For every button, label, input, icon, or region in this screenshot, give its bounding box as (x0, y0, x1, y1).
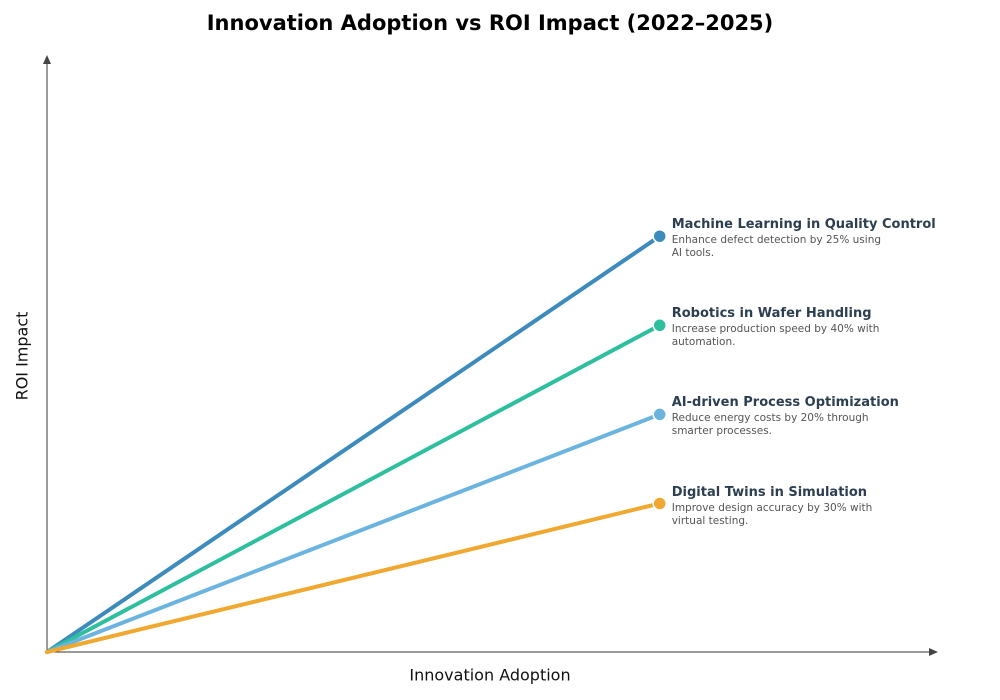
annotation: Digital Twins in Simulation Improve desig… (672, 485, 972, 528)
series-description: Improve design accuracy by 30% with virt… (671, 501, 873, 527)
end-point (652, 407, 667, 422)
end-point (652, 228, 667, 244)
series-name: AI-driven Process Optimization (671, 395, 899, 411)
x-axis-arrow (929, 648, 938, 656)
series-line (45, 412, 662, 654)
annotation: Machine Learning in Quality Control Enhan… (672, 217, 972, 260)
series-name: Robotics in Wafer Handling (671, 306, 872, 322)
y-axis-label: ROI Impact (13, 312, 32, 401)
end-point (652, 496, 667, 511)
series-name: Digital Twins in Simulation (671, 484, 868, 500)
series-description: Reduce energy costs by 20% through smart… (671, 412, 869, 438)
series-description: Increase production speed by 40% with au… (671, 323, 880, 349)
series-description: Enhance defect detection by 25% using AI… (671, 234, 882, 260)
end-point (652, 318, 667, 333)
chart-title: Innovation Adoption vs ROI Impact (2022–… (207, 11, 774, 35)
series-line (45, 501, 662, 654)
series-name: Machine Learning in Quality Control (671, 217, 936, 233)
annotation: Robotics in Wafer Handling Increase produ… (672, 306, 972, 349)
series-line (45, 323, 662, 654)
series-line (45, 234, 662, 654)
x-axis-label: Innovation Adoption (409, 666, 570, 685)
y-axis-arrow (43, 55, 51, 64)
annotation: AI-driven Process Optimization Reduce ene… (672, 395, 972, 438)
